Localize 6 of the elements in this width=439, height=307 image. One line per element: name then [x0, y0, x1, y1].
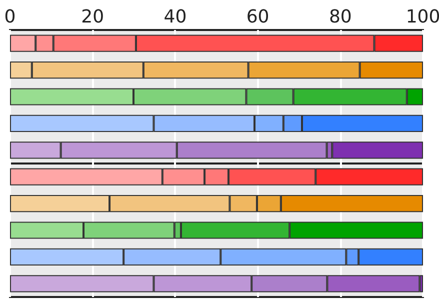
- x-tick-label: 60: [246, 6, 270, 28]
- x-tick-label: 20: [81, 6, 104, 28]
- x-tick-label: 40: [164, 6, 187, 28]
- x-tick-label: 100: [406, 6, 439, 28]
- x-tick-label: 80: [328, 6, 352, 28]
- x-tick-label: 0: [4, 6, 16, 28]
